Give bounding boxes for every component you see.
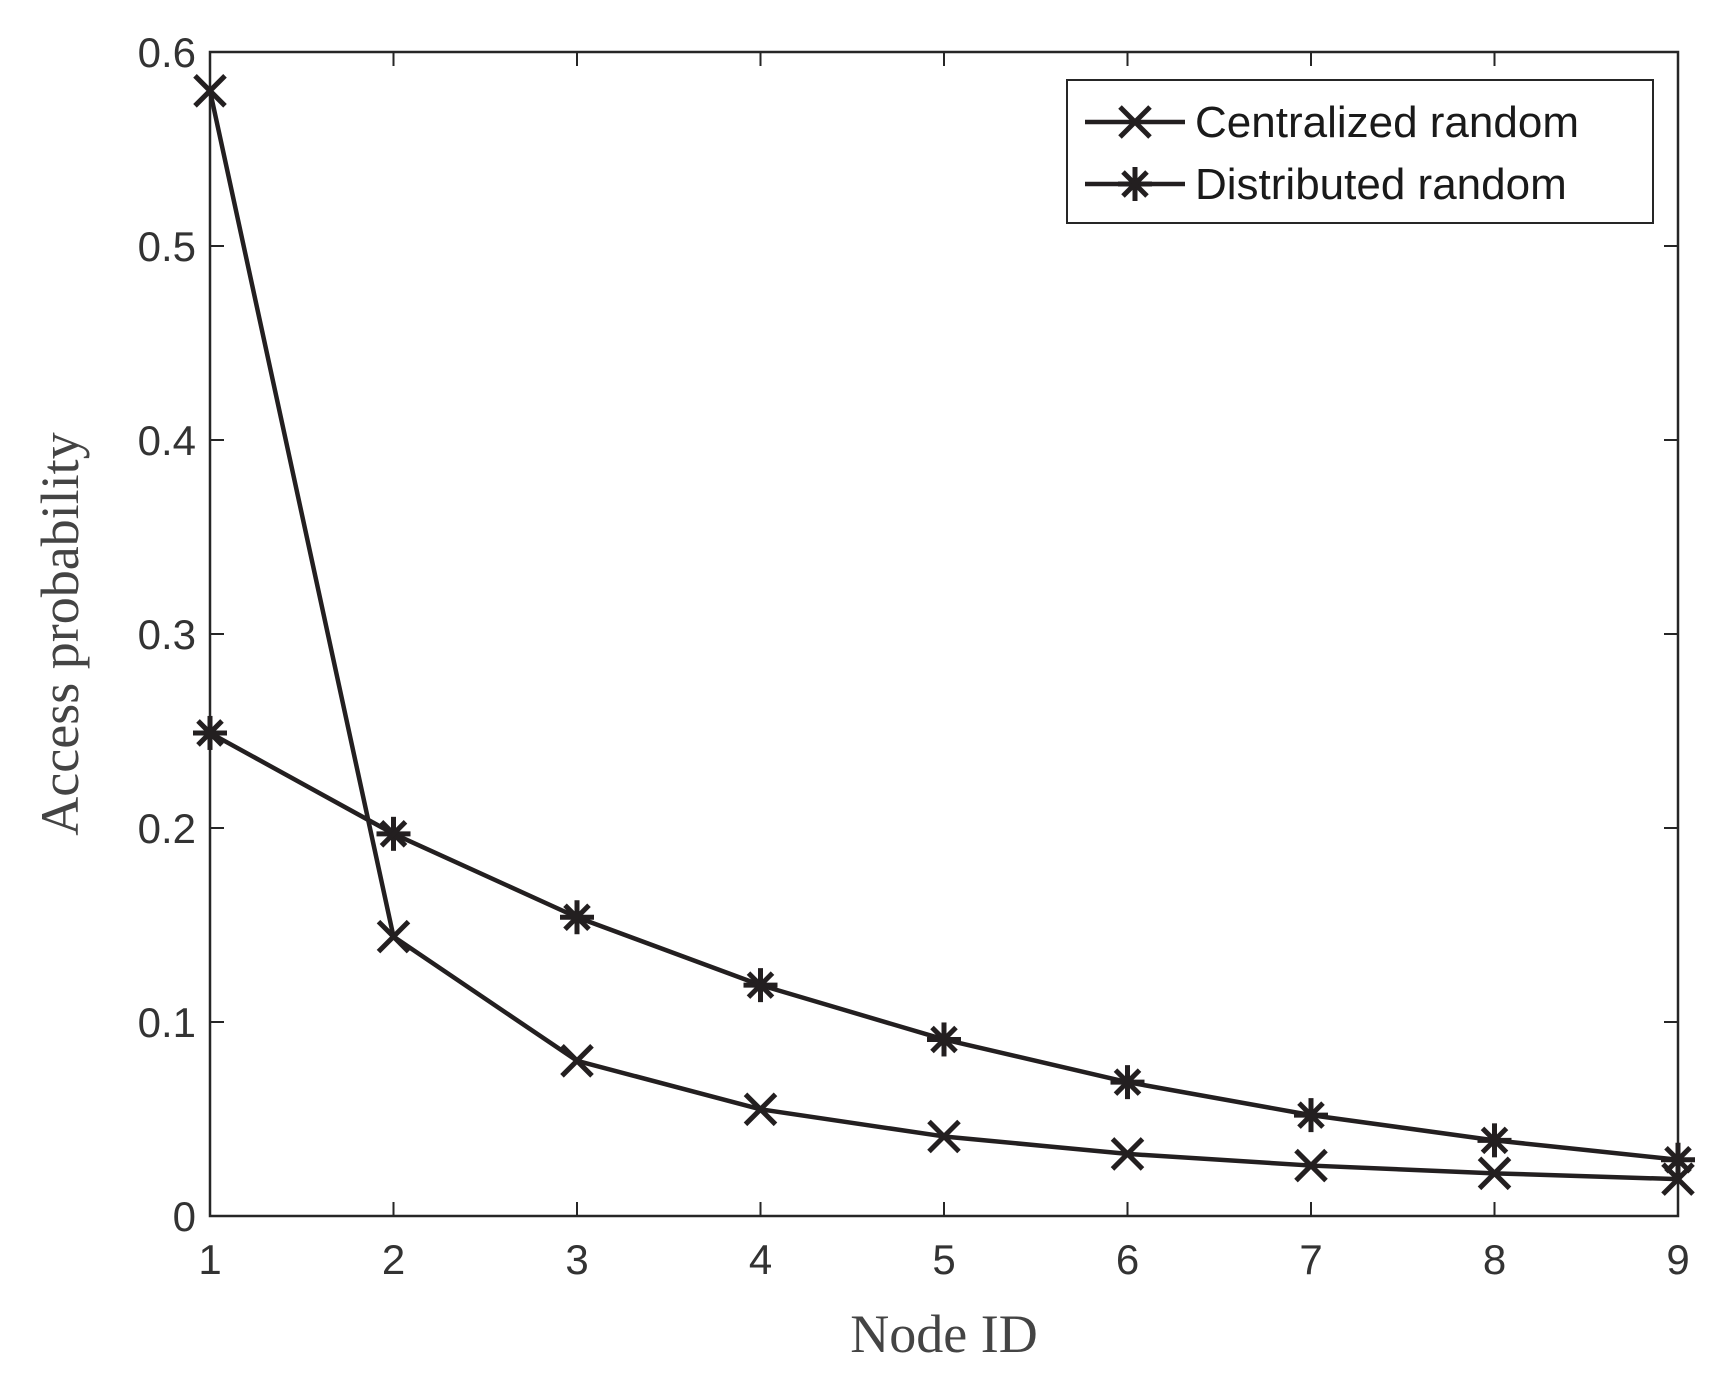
data-point-asterisk-marker	[1661, 1142, 1695, 1177]
data-point-asterisk-marker	[1110, 1065, 1145, 1100]
legend: Centralized random Distributed random	[1066, 79, 1654, 224]
data-point-asterisk-marker	[927, 1022, 961, 1057]
asterisk-marker	[1118, 167, 1152, 201]
y-tick-label: 0.5	[138, 223, 196, 270]
legend-x-marker-icon	[1118, 105, 1152, 139]
y-tick-label: 0.4	[138, 417, 196, 464]
y-tick-label: 0.2	[138, 805, 196, 852]
data-point-x-marker	[376, 919, 411, 954]
data-point-asterisk-marker	[1477, 1123, 1512, 1158]
data-point-x-marker	[927, 1119, 961, 1154]
data-point-x-marker	[743, 1092, 778, 1127]
x-tick-label: 5	[932, 1236, 955, 1283]
y-axis-label: Access probability	[30, 432, 90, 835]
data-point-x-marker	[1110, 1137, 1145, 1171]
y-tick-label: 0.3	[138, 611, 196, 658]
x-tick-label: 7	[1299, 1236, 1322, 1283]
data-point-asterisk-marker	[743, 968, 778, 1003]
data-point-x-marker	[1294, 1148, 1328, 1183]
y-tick-label: 0.6	[138, 29, 196, 76]
x-tick-label: 6	[1116, 1236, 1139, 1283]
x-tick-label: 4	[749, 1236, 772, 1283]
data-point-x-marker	[560, 1044, 594, 1078]
y-tick-label: 0	[173, 1193, 196, 1240]
x-tick-label: 2	[382, 1236, 405, 1283]
x-marker	[1118, 105, 1152, 139]
data-point-asterisk-marker	[560, 900, 594, 935]
legend-label-distributed: Distributed random	[1195, 160, 1567, 209]
x-tick-label: 9	[1666, 1236, 1689, 1283]
legend-asterisk-marker-icon	[1118, 167, 1152, 201]
data-point-x-marker	[193, 74, 227, 108]
axis-ticks: 1 2 3 4 5 6 7 8 9 0 0.1 0.2 0.3 0.4 0.5 0.6	[138, 29, 1690, 1283]
y-tick-label: 0.1	[138, 999, 196, 1046]
legend-box	[1066, 79, 1654, 224]
data-point-asterisk-marker	[193, 715, 227, 750]
legend-label-centralized: Centralized random	[1195, 98, 1579, 147]
x-tick-label: 1	[198, 1236, 221, 1283]
data-point-asterisk-marker	[376, 816, 411, 851]
series-markers	[193, 74, 1695, 1196]
data-point-asterisk-marker	[1294, 1098, 1328, 1133]
x-tick-label: 3	[565, 1236, 588, 1283]
x-axis-label: Node ID	[850, 1304, 1037, 1364]
x-tick-label: 8	[1483, 1236, 1506, 1283]
plot-area	[208, 50, 1680, 1218]
data-point-x-marker	[1477, 1156, 1512, 1191]
